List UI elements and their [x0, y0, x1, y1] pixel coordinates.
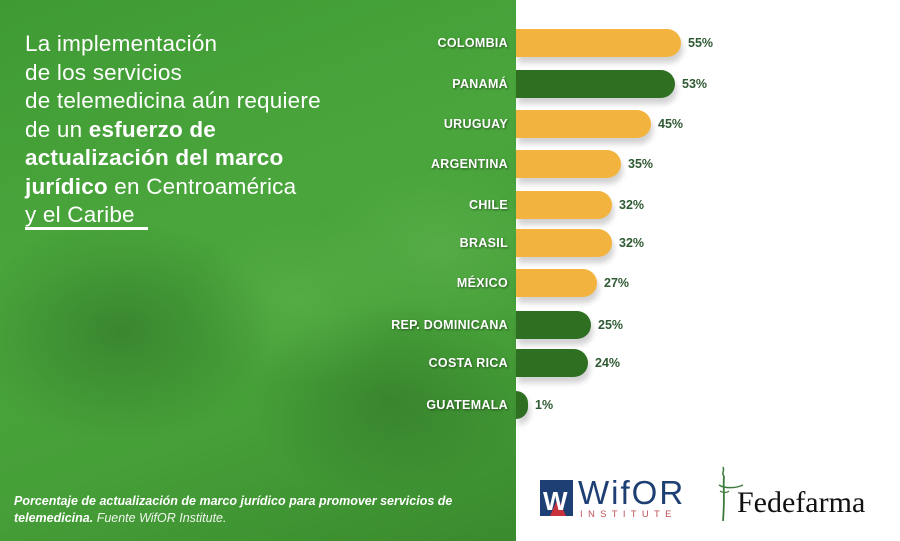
- chart-row: ARGENTINA 35%: [0, 150, 900, 178]
- bar: [516, 110, 651, 138]
- headline-emphasis: jurídico: [25, 173, 108, 199]
- chart-row: MÉXICO 27%: [0, 269, 900, 297]
- fedefarma-wordmark: Fedefarma: [737, 486, 866, 519]
- mortar-pestle-icon: [718, 466, 744, 522]
- value-label: 55%: [688, 36, 714, 50]
- caption-source: Fuente WifOR Institute.: [96, 511, 227, 525]
- value-label: 1%: [535, 398, 554, 412]
- country-label: COLOMBIA: [437, 36, 508, 50]
- headline-underline-divider: [25, 227, 148, 230]
- bar: [516, 229, 612, 257]
- chart-row: CHILE 32%: [0, 191, 900, 219]
- country-label: COSTA RICA: [428, 356, 508, 370]
- country-label: ARGENTINA: [430, 157, 508, 171]
- headline-emphasis: esfuerzo de: [88, 116, 217, 142]
- chart-row: BRASIL 32%: [0, 229, 900, 257]
- chart-caption: Porcentaje de actualización de marco jur…: [14, 493, 494, 527]
- headline-line: de telemedicina aún requiere: [25, 88, 321, 113]
- bar: [516, 311, 591, 339]
- fedefarma-logo: Fedefarma: [715, 463, 885, 523]
- headline-line: de un: [25, 116, 89, 142]
- chart-row: PANAMÁ 53%: [0, 70, 900, 98]
- country-label: GUATEMALA: [426, 398, 508, 412]
- headline-line: en Centroamérica: [107, 173, 297, 199]
- value-label: 53%: [682, 77, 708, 91]
- country-label: MÉXICO: [456, 276, 508, 290]
- country-label: CHILE: [469, 198, 508, 212]
- value-label: 25%: [598, 318, 624, 332]
- wifor-subtitle: INSTITUTE: [580, 509, 677, 520]
- country-label: PANAMÁ: [452, 77, 508, 91]
- bar: [516, 150, 621, 178]
- chart-row: URUGUAY 45%: [0, 110, 900, 138]
- bar: [516, 349, 588, 377]
- headline-line: de los servicios: [25, 59, 183, 85]
- bar: [516, 269, 597, 297]
- bar: [516, 191, 612, 219]
- value-label: 27%: [604, 276, 630, 290]
- chart-row: COLOMBIA 55%: [0, 29, 900, 57]
- headline-emphasis: actualización del marco: [25, 145, 284, 170]
- chart-row: GUATEMALA 1%: [0, 391, 900, 419]
- country-label: REP. DOMINICANA: [391, 318, 508, 332]
- headline: La implementación de los servicios de te…: [25, 30, 385, 230]
- value-label: 32%: [619, 198, 645, 212]
- value-label: 45%: [658, 117, 684, 131]
- background-photo-panel: [0, 0, 516, 541]
- wifor-mark-icon: W: [540, 480, 573, 516]
- caption-description: Porcentaje de actualización de marco jur…: [14, 494, 453, 525]
- chart-row: REP. DOMINICANA 25%: [0, 311, 900, 339]
- value-label: 35%: [628, 157, 654, 171]
- value-label: 32%: [619, 236, 645, 250]
- country-label: URUGUAY: [443, 117, 508, 131]
- wifor-wordmark: WifOR: [578, 474, 686, 511]
- bar: [516, 29, 681, 57]
- country-label: BRASIL: [459, 236, 508, 250]
- headline-line: y el Caribe: [25, 202, 135, 227]
- headline-line: La implementación: [25, 31, 218, 56]
- bar: [516, 70, 675, 98]
- bar: [516, 391, 528, 419]
- value-label: 24%: [595, 356, 621, 370]
- wifor-institute-logo: W WifOR INSTITUTE: [540, 474, 690, 522]
- chart-row: COSTA RICA 24%: [0, 349, 900, 377]
